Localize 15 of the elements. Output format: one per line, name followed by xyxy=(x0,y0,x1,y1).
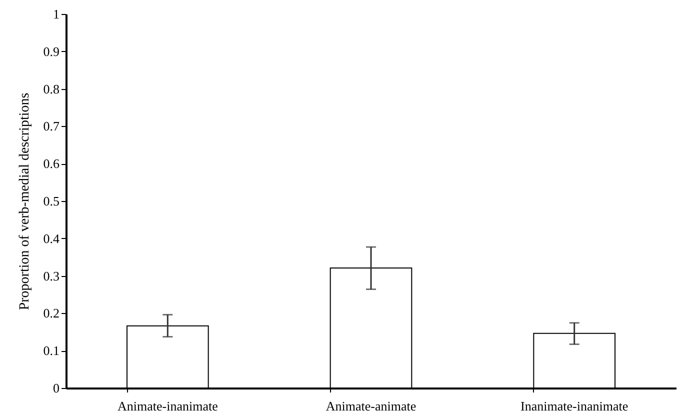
x-tick-label: Inanimate-inanimate xyxy=(520,398,628,414)
y-tick-label: 0.4 xyxy=(43,230,60,246)
y-tick-label: 0.6 xyxy=(43,156,60,172)
y-tick-label: 0.5 xyxy=(43,194,60,208)
y-tick-label: 1 xyxy=(53,6,60,22)
y-tick-label: 0.8 xyxy=(43,81,60,96)
y-tick-label: 0.9 xyxy=(43,44,60,59)
x-tick-label: Animate-inanimate xyxy=(117,398,218,414)
y-axis-title: Proportion of verb-medial descriptions xyxy=(17,92,32,310)
y-tick-label: 0.7 xyxy=(43,118,60,134)
y-tick-label: 0.1 xyxy=(43,343,60,358)
x-tick-label: Animate-animate xyxy=(326,398,416,414)
y-tick-label: 0.2 xyxy=(43,306,60,321)
y-tick-label: 0.3 xyxy=(43,268,60,284)
y-tick-label: 0 xyxy=(53,380,60,396)
